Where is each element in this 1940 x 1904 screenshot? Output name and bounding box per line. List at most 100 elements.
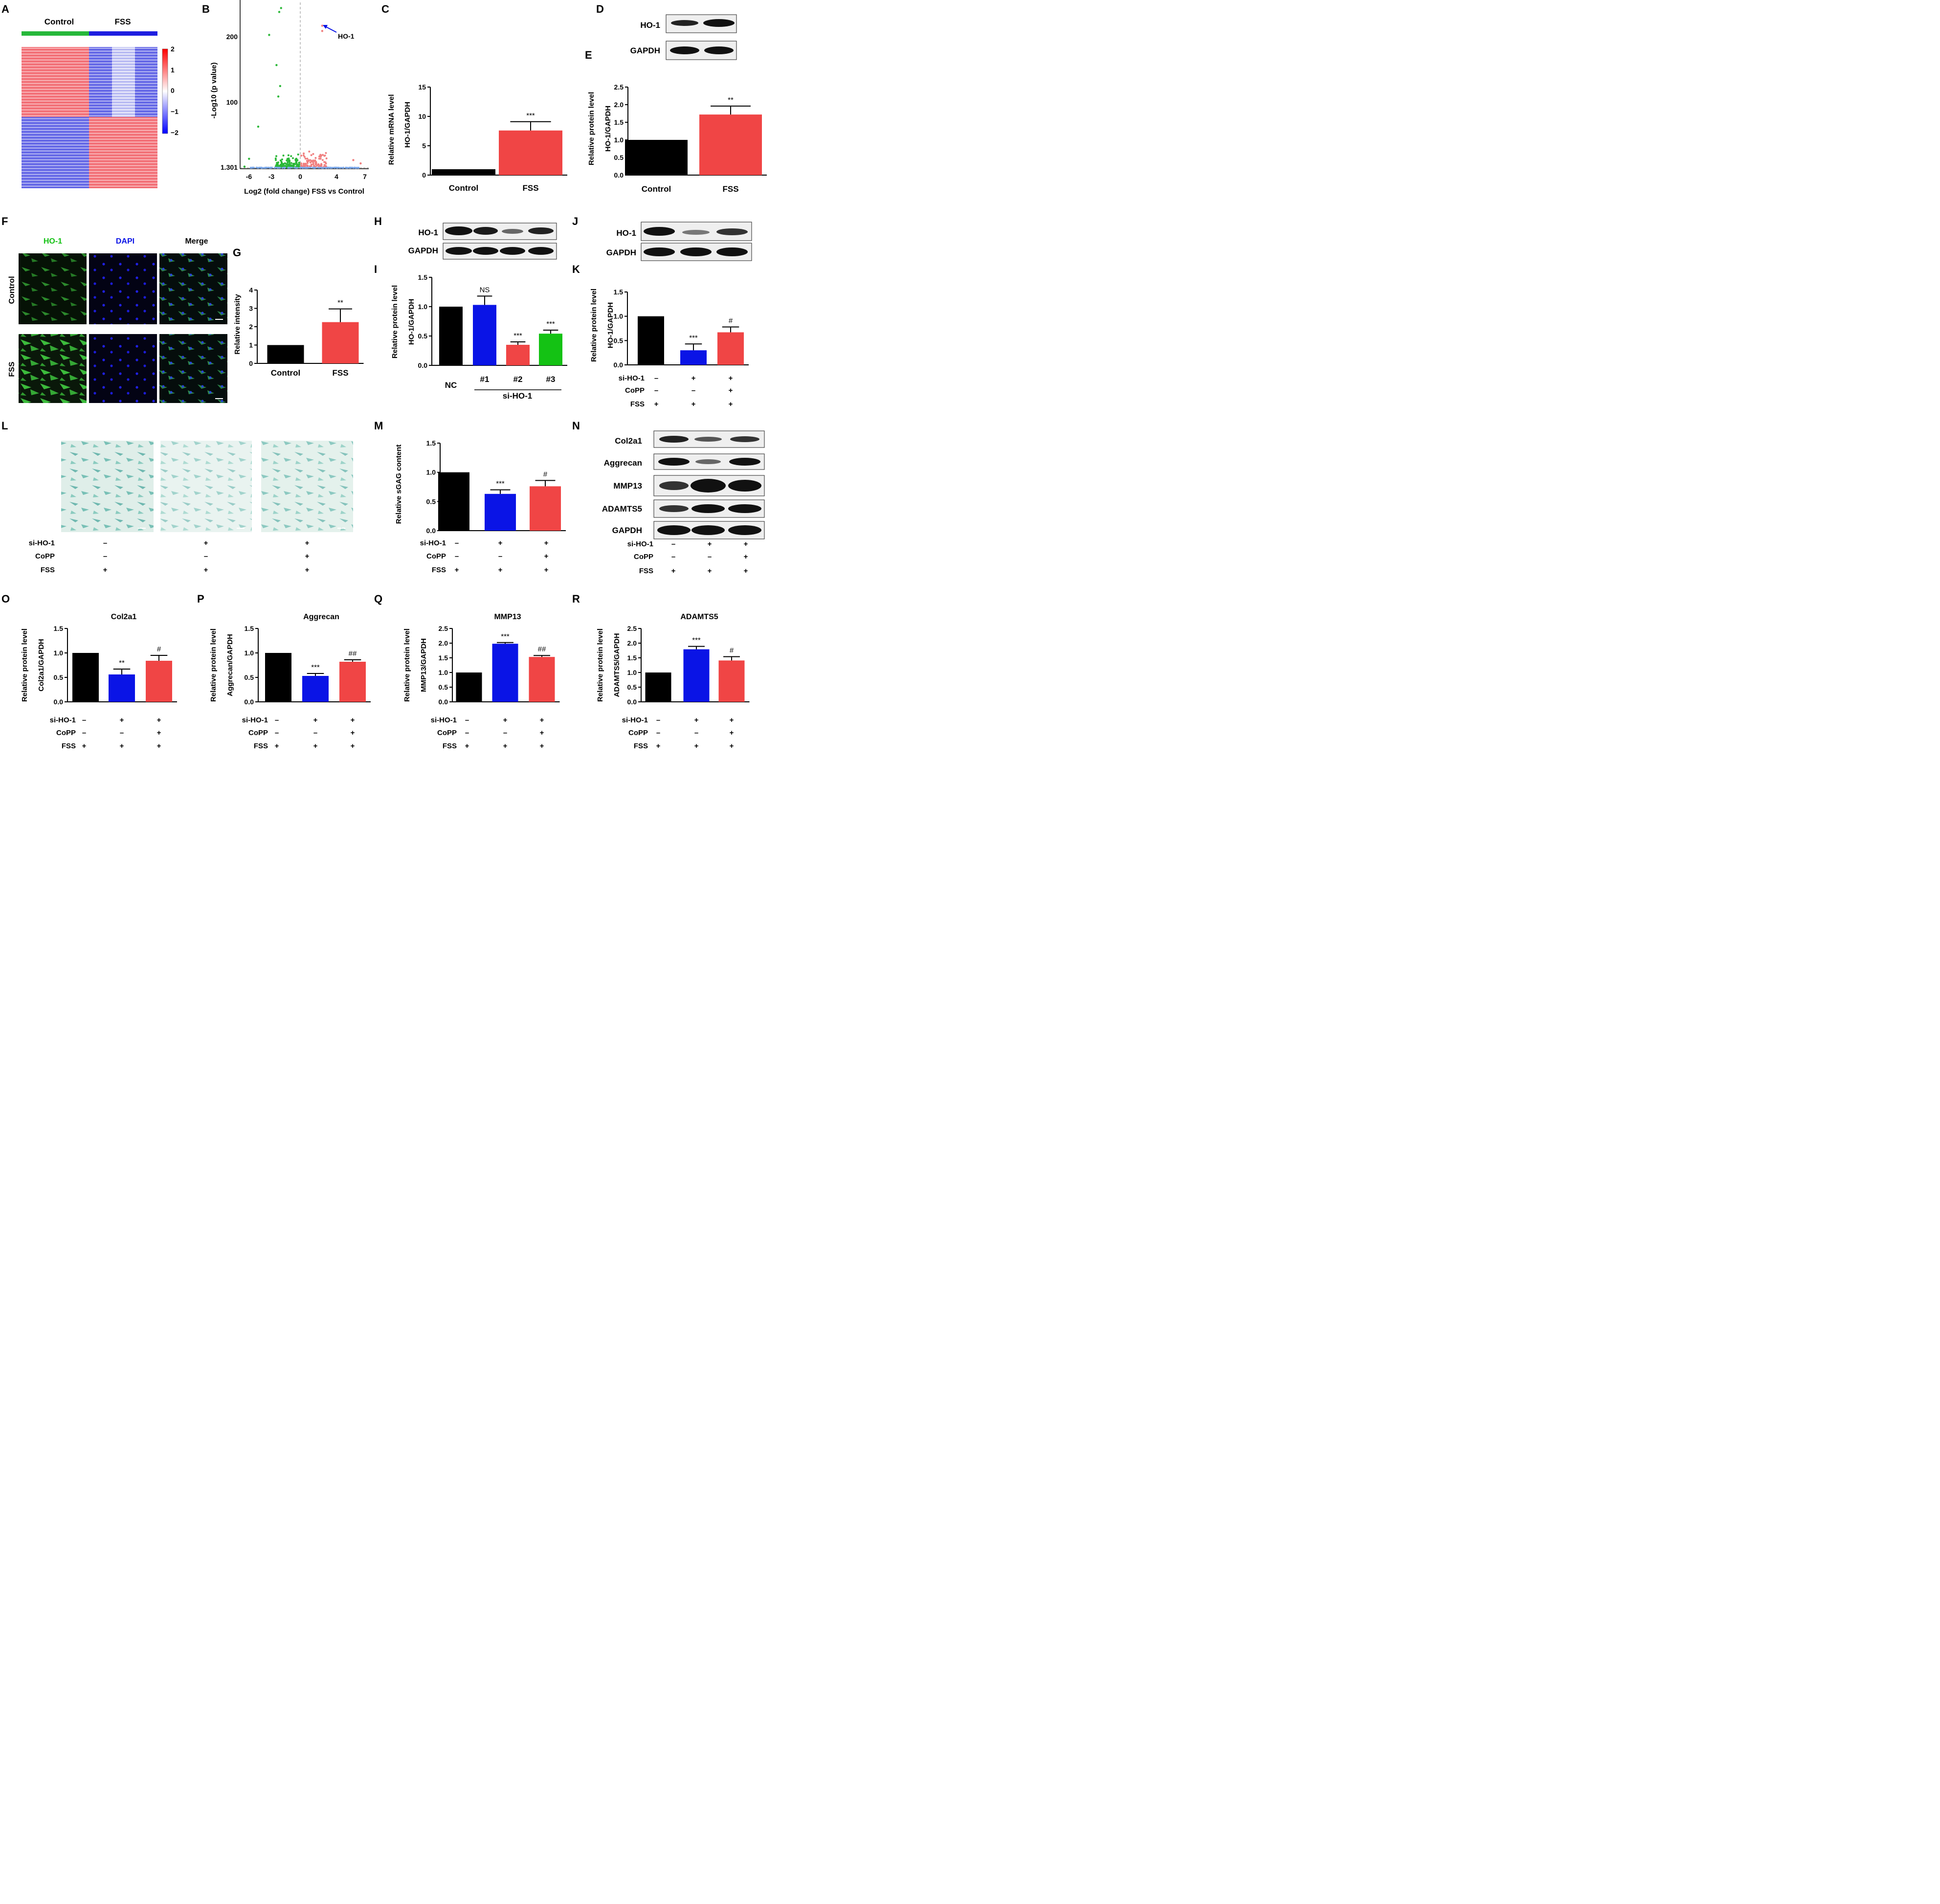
volcano-point [321,24,324,27]
category-label: #3 [546,375,556,384]
volcano-point [295,161,297,164]
volcano-point [289,166,291,169]
panel-label: N [572,420,580,432]
volcano-ytick: 1.301 [221,163,238,171]
y-tick-label: 0 [249,359,253,367]
panel-label: Q [374,593,382,605]
volcano-point [280,162,283,165]
bar-chart-m: 0.0 0.5 1.0 1.5 *** # [426,439,566,535]
volcano-point [308,160,310,162]
blot-band [658,458,690,466]
chart-title: Aggrecan [303,613,339,621]
panel-label: D [596,3,604,15]
condition-value: – [498,552,502,560]
condition-label: CoPP [437,729,457,737]
volcano-point [257,125,260,128]
bar-chart-c: 0 5 10 15 Control *** FSS [418,83,567,193]
arrow-shaft [325,26,337,33]
blot-band [659,481,689,490]
condition-label: si-HO-1 [29,539,55,547]
condition-value: + [729,400,733,408]
blot-band [644,247,675,256]
volcano-point [309,161,312,164]
significance-mark: *** [692,636,701,645]
significance-mark: # [543,470,548,478]
bar [439,307,463,365]
bar [265,653,291,702]
chart-title: ADAMTS5 [680,613,718,621]
condition-table: si-HO-1– + +CoPP – – +FSS + + + [622,716,734,750]
volcano-point [306,157,309,160]
row-label: FSS [8,361,16,377]
micrograph [89,334,157,403]
heatmap-control-bar [22,31,89,36]
volcano-point [266,166,268,169]
volcano-point [313,165,315,167]
panel-label: I [374,263,377,275]
y-tick-label: 0 [422,171,426,179]
volcano-point [287,160,290,162]
condition-value: + [157,742,161,750]
category-label: #1 [480,375,490,384]
volcano-point [330,166,332,169]
category-label: NC [445,381,457,390]
condition-value: + [275,742,279,750]
volcano-point [297,153,299,156]
volcano-point [353,167,355,169]
blot-band [659,505,689,512]
panel-label: R [572,593,580,605]
condition-label: si-HO-1 [50,716,76,724]
volcano-point [286,159,288,162]
bar [109,674,135,702]
blot-band [682,230,710,235]
volcano-ytick: 200 [226,33,238,41]
volcano-point [256,167,258,169]
significance-mark: *** [513,332,522,340]
ylabel: Relative protein level [391,285,399,358]
condition-value: + [708,540,712,548]
panel-h-blot: HO-1 GAPDH [408,223,557,260]
volcano-point [251,166,254,169]
volcano-point [280,164,282,167]
condition-value: – [313,729,317,737]
volcano-point [309,165,311,167]
condition-value: + [730,742,734,750]
condition-value: – [120,729,124,737]
volcano-point [351,167,353,169]
blot-band [695,459,721,464]
volcano-point [280,160,283,163]
category-label: Control [271,368,300,378]
y-tick-label: 2.5 [439,625,448,632]
bar [432,169,495,175]
significance-mark: ## [538,645,546,653]
condition-value: – [503,729,507,737]
figure-canvas: A B C D E F G H I J K L M N O P Q R Control FSS 2 1 0 −1 … [1,0,767,750]
condition-value: + [313,742,318,750]
volcano-point [318,167,320,169]
bar [717,332,744,365]
bar-chart-o: 0.0 0.5 1.0 1.5 ** # [54,625,177,706]
volcano-point [275,166,277,169]
colorbar-tick: 1 [171,66,175,74]
y-tick-label: 0.0 [54,698,64,706]
volcano-point [282,162,285,165]
volcano-point [321,159,324,161]
condition-value: – [465,716,469,724]
condition-value: + [503,742,508,750]
condition-label: FSS [634,742,648,750]
blot-label: GAPDH [606,248,636,257]
volcano-point [325,162,327,165]
blot-band [659,436,689,443]
condition-table: si-HO-1– + +CoPP – – +FSS + + + [431,716,544,750]
condition-label: FSS [41,566,55,574]
volcano-point [336,166,338,169]
condition-table: si-HO-1– + +CoPP – – +FSS + + + [619,374,733,408]
heatmap-block [89,47,112,117]
blot-band [671,20,698,26]
volcano-point [276,161,278,164]
panel-n-blot: Col2a1 Aggrecan MMP13 ADAMTS5 GAPDH [602,430,765,539]
condition-value: + [708,567,712,575]
volcano-point [307,167,309,169]
condition-value: – [691,386,695,395]
condition-label: CoPP [634,553,653,561]
